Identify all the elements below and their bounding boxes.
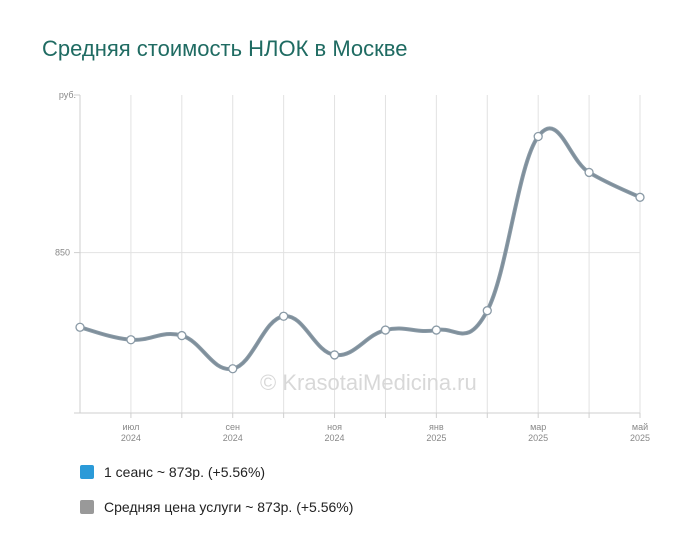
axes [74,94,641,418]
legend-swatch-series-2 [80,500,94,514]
legend-item-series-2[interactable]: Средняя цена услуги ~ 873р. (+5.56%) [80,499,353,515]
data-point [431,325,442,335]
data-point [228,364,238,374]
grid-lines [80,95,641,413]
data-point [75,322,85,332]
tick-labels: руб.850июл2024сен2024ноя2024янв2025мар20… [55,90,650,443]
data-point [635,192,645,202]
x-tick-label-year: 2024 [121,433,141,443]
watermark: © KrasotaiMedicina.ru [260,370,477,395]
x-tick-label-month: ноя [327,422,342,432]
y-axis-unit: руб. [59,90,76,100]
legend-swatch-series-1 [80,465,94,479]
data-point [533,131,543,142]
data-point [329,350,340,360]
x-tick-label-month: май [632,422,648,432]
chart-title: Средняя стоимость НЛОК в Москве [42,36,408,61]
data-points [75,131,645,374]
x-tick-label-year: 2024 [223,433,243,443]
x-tick-label-month: сен [225,422,240,432]
data-point [584,167,594,178]
x-tick-label-year: 2024 [325,433,345,443]
data-point [482,306,492,316]
series-layer [78,126,642,371]
x-tick-label-month: мар [530,422,546,432]
y-tick-label: 850 [55,248,70,258]
x-tick-label-month: янв [429,422,444,432]
data-point [278,311,289,321]
legend-item-series-1[interactable]: 1 сеанс ~ 873р. (+5.56%) [80,464,265,480]
series-line-2 [78,126,642,371]
data-point [126,335,136,345]
data-point [380,325,391,335]
legend-label-series-2: Средняя цена услуги ~ 873р. (+5.56%) [104,499,354,515]
x-tick-label-month: июл [122,422,139,432]
data-point [177,330,187,341]
x-tick-label-year: 2025 [426,433,446,443]
x-tick-label-year: 2025 [528,433,548,443]
legend-label-series-1: 1 сеанс ~ 873р. (+5.56%) [104,464,266,480]
x-tick-label-year: 2025 [630,433,650,443]
